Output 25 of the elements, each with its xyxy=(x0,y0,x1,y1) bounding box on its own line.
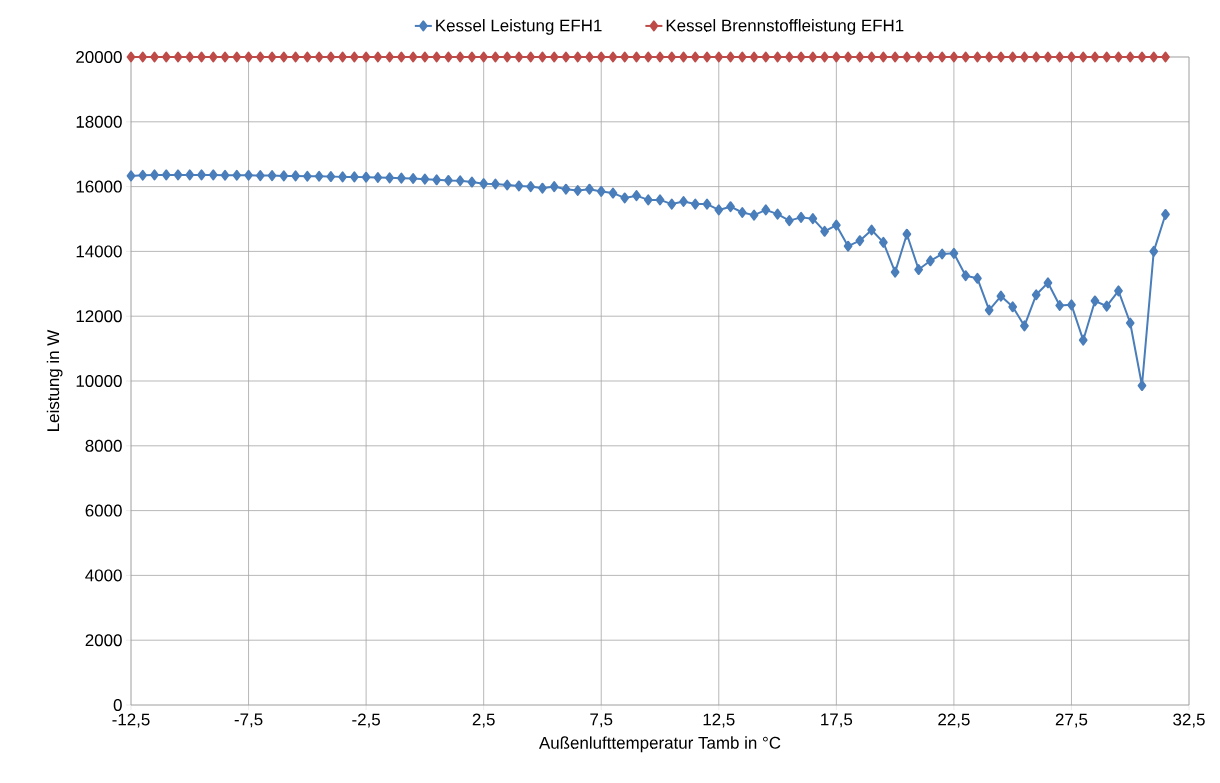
x-tick-label: 27,5 xyxy=(1055,713,1088,728)
x-axis-title: Außenlufttemperatur Tamb in °C xyxy=(538,736,781,753)
x-tick-label: 7,5 xyxy=(590,713,613,728)
y-tick-label: 6000 xyxy=(85,504,122,517)
y-tick-label: 20000 xyxy=(76,51,122,63)
x-tick-label: -12,5 xyxy=(112,713,150,728)
y-tick-label: 2000 xyxy=(85,634,122,647)
y-axis-title: Leistung in W xyxy=(46,329,63,431)
legend-label: Kessel Brennstoffleistung EFH1 xyxy=(666,19,904,35)
y-tick-label: 10000 xyxy=(76,375,122,387)
x-tick-label: 2,5 xyxy=(472,713,495,728)
y-tick-label: 4000 xyxy=(85,569,122,582)
x-tick-label: -7,5 xyxy=(234,713,263,728)
y-tick-label: 16000 xyxy=(76,180,122,193)
y-tick-label: 14000 xyxy=(76,245,122,258)
x-tick-label: 32,5 xyxy=(1173,713,1205,728)
legend-label: Kessel Leistung EFH1 xyxy=(436,19,602,35)
y-tick-label: 18000 xyxy=(76,115,122,128)
x-tick-label: 22,5 xyxy=(938,713,970,728)
y-tick-label: 12000 xyxy=(76,310,122,323)
x-tick-label: 17,5 xyxy=(821,713,853,728)
y-tick-label: 0 xyxy=(113,699,122,711)
x-tick-label: -2,5 xyxy=(352,713,380,728)
x-tick-label: 12,5 xyxy=(703,713,735,728)
y-tick-label: 8000 xyxy=(85,439,122,452)
